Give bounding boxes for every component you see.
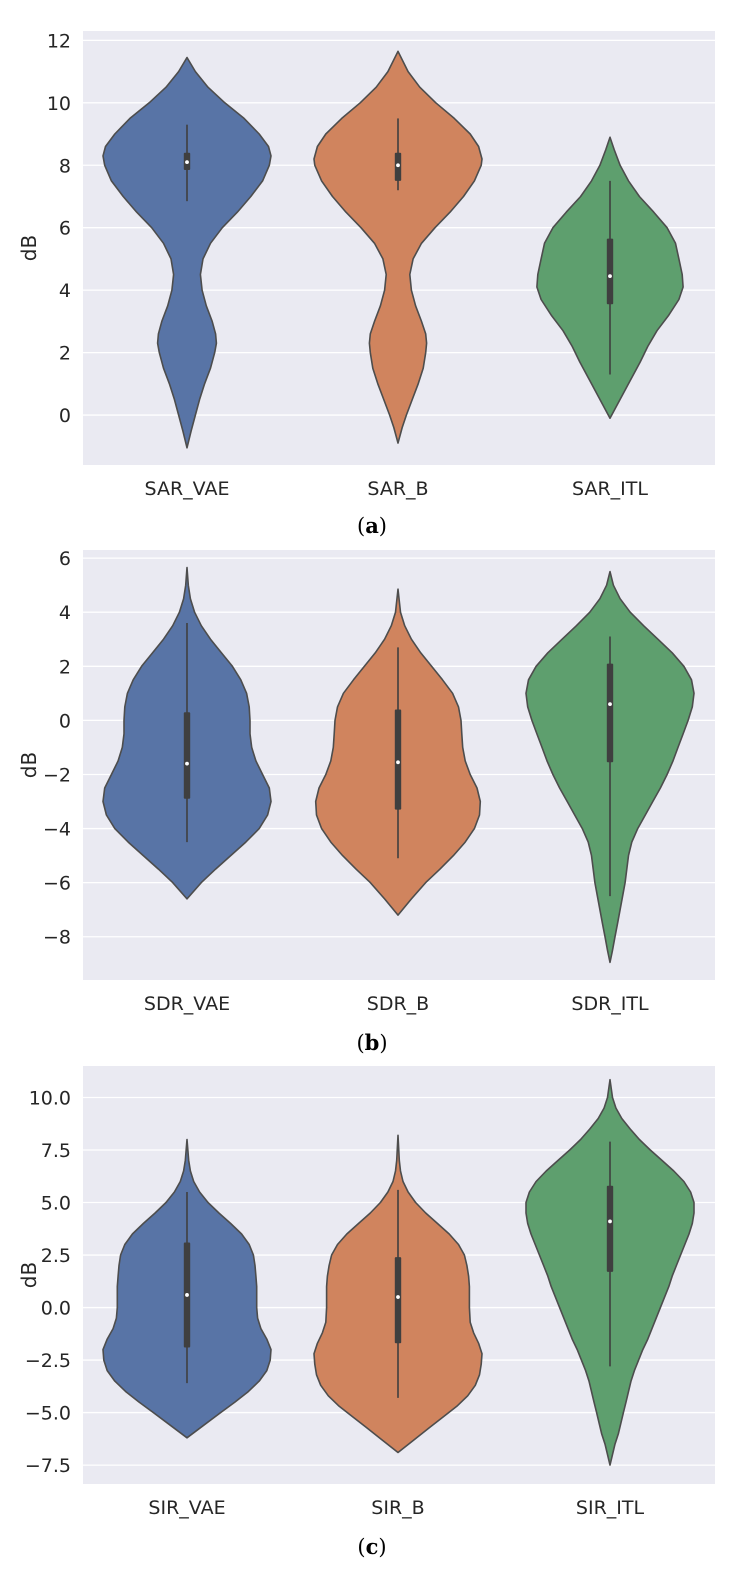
y-tick-label: 0 bbox=[59, 405, 71, 427]
panel-caption: (c) bbox=[357, 1534, 386, 1559]
y-axis-label: dB bbox=[17, 752, 41, 778]
x-tick-label: SIR_VAE bbox=[148, 1497, 225, 1519]
violin-median-dot bbox=[608, 702, 612, 707]
y-axis-label: dB bbox=[17, 235, 41, 261]
violin-sar-vae bbox=[102, 56, 272, 449]
y-tick-label: 2 bbox=[59, 343, 71, 365]
chart-panel-c: −7.5 −5.0 −2.5 0.0 2.5 5.0 7.5 10.0 dB SIR_VAE SIR… bbox=[17, 1066, 715, 1559]
violin-median-dot bbox=[185, 1293, 189, 1297]
y-axis-label: dB bbox=[17, 1262, 41, 1288]
x-tick-label: SAR_VAE bbox=[145, 478, 230, 500]
panel-caption: (b) bbox=[356, 1030, 387, 1055]
violin-sir-vae bbox=[102, 1138, 272, 1439]
y-tick-label: 10 bbox=[47, 93, 71, 115]
panel-caption: (a) bbox=[357, 513, 387, 538]
violin-median-dot bbox=[396, 1295, 400, 1299]
y-tick-label: 2 bbox=[59, 656, 71, 678]
x-tick-label: SDR_B bbox=[367, 993, 429, 1015]
violin-sir-b bbox=[313, 1134, 483, 1454]
violin-body bbox=[313, 50, 483, 444]
violin-median-dot bbox=[608, 1219, 612, 1224]
chart-panel-b: −8 −6 −4 −2 0 2 4 6 dB SDR_VAE SDR_B SDR_ITL (b) bbox=[17, 548, 715, 1055]
violin-iqr-box bbox=[606, 1185, 614, 1272]
violin-median-dot bbox=[608, 274, 612, 279]
y-tick-label: 4 bbox=[59, 602, 71, 624]
violin-sar-itl bbox=[536, 136, 684, 419]
y-tick-label: −4 bbox=[43, 819, 71, 841]
y-tick-label: 7.5 bbox=[41, 1140, 71, 1162]
x-tick-label: SDR_ITL bbox=[571, 993, 649, 1015]
violin-median-dot bbox=[396, 760, 400, 765]
y-tick-label: −5.0 bbox=[25, 1403, 71, 1425]
y-tick-label: −2 bbox=[43, 764, 71, 786]
y-tick-label: 6 bbox=[59, 218, 71, 240]
violin-sir-itl bbox=[525, 1078, 695, 1466]
violin-sar-b bbox=[313, 50, 483, 444]
y-tick-label: −8 bbox=[43, 927, 71, 949]
y-tick-label: 6 bbox=[59, 548, 71, 570]
y-tick-label: −6 bbox=[43, 873, 71, 895]
violin-iqr-box bbox=[183, 712, 191, 799]
x-tick-label: SIR_B bbox=[371, 1497, 424, 1519]
y-tick-label: 12 bbox=[47, 30, 71, 52]
y-tick-label: 0.0 bbox=[41, 1298, 71, 1320]
violin-sdr-vae bbox=[102, 566, 272, 900]
y-tick-label: 0 bbox=[59, 710, 71, 732]
violin-median-dot bbox=[185, 761, 189, 766]
violin-sdr-b bbox=[314, 588, 482, 916]
violin-body bbox=[102, 56, 272, 449]
y-tick-label: 4 bbox=[59, 280, 71, 302]
violin-iqr-box bbox=[394, 1257, 402, 1344]
chart-panel-a: 0 2 4 6 8 10 12 dB SAR_VAE SAR_B SAR_ITL (a) bbox=[17, 30, 715, 538]
violin-median-dot bbox=[396, 163, 400, 168]
y-tick-label: 5.0 bbox=[41, 1193, 71, 1215]
x-tick-label: SDR_VAE bbox=[144, 993, 230, 1015]
y-tick-label: −7.5 bbox=[25, 1455, 71, 1477]
violin-sdr-itl bbox=[525, 570, 695, 964]
violin-iqr-box bbox=[606, 238, 614, 305]
violin-iqr-box bbox=[394, 709, 402, 810]
x-tick-label: SIR_ITL bbox=[576, 1497, 645, 1519]
y-tick-label: 2.5 bbox=[41, 1245, 71, 1267]
y-tick-label: 8 bbox=[59, 155, 71, 177]
y-tick-label: 10.0 bbox=[29, 1088, 71, 1110]
x-tick-label: SAR_B bbox=[367, 478, 428, 500]
y-tick-label: −2.5 bbox=[25, 1350, 71, 1372]
x-tick-label: SAR_ITL bbox=[572, 478, 648, 500]
violin-median-dot bbox=[185, 160, 189, 165]
violin-iqr-box bbox=[606, 663, 614, 763]
